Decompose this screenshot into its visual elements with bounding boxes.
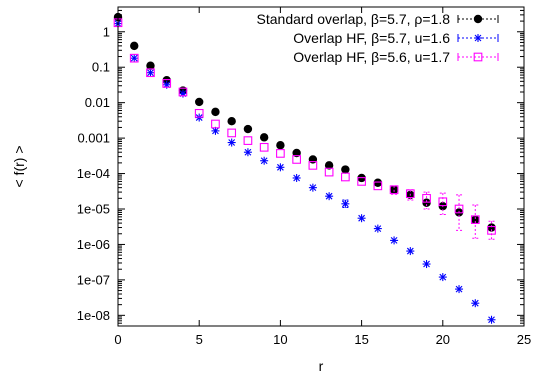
x-tick-label: 25	[517, 332, 531, 347]
y-tick-label: 0.001	[77, 131, 110, 146]
data-point	[211, 119, 220, 129]
legend-label: Standard overlap, β=5.7, ρ=1.8	[257, 11, 451, 27]
data-point	[243, 124, 253, 134]
data-point	[308, 161, 318, 170]
data-point	[438, 197, 448, 207]
data-point	[325, 192, 334, 201]
legend-entry-1: Standard overlap, β=5.7, ρ=1.8	[257, 11, 499, 27]
plot-frame	[117, 6, 525, 327]
data-point	[373, 178, 383, 187]
data-point	[357, 214, 366, 223]
data-point	[308, 155, 318, 164]
series-3	[113, 18, 496, 240]
legend-entry-3: Overlap HF, β=5.6, u=1.7	[293, 49, 499, 65]
data-point	[308, 183, 317, 192]
data-point	[438, 273, 447, 282]
legend-marker	[473, 14, 483, 24]
data-point	[129, 53, 139, 63]
data-point	[389, 185, 399, 195]
data-point	[130, 54, 139, 63]
data-point	[470, 215, 480, 225]
data-point	[487, 225, 496, 235]
error-bar	[423, 191, 430, 210]
legend-label: Overlap HF, β=5.6, u=1.7	[293, 49, 450, 65]
data-point	[422, 193, 431, 203]
y-tick-label: 1e-07	[77, 272, 110, 287]
data-point	[405, 189, 415, 199]
data-point	[243, 148, 252, 157]
x-axis-label: r	[319, 358, 324, 374]
x-tick-label: 20	[436, 332, 450, 347]
data-point	[260, 156, 269, 165]
legend-label: Overlap HF, β=5.7, u=1.6	[293, 30, 450, 46]
data-point	[162, 79, 172, 88]
error-bar	[488, 220, 495, 240]
y-axis-label: < f(r) >	[11, 145, 27, 187]
data-point	[130, 41, 139, 51]
y-tick-label: 1e-04	[77, 166, 110, 181]
data-point	[454, 204, 464, 214]
data-point	[341, 199, 350, 208]
data-point	[471, 215, 480, 224]
data-point	[487, 223, 496, 232]
data-point	[243, 136, 253, 145]
y-tick-label: 1e-08	[77, 308, 110, 323]
data-point	[341, 172, 350, 182]
x-tick-label: 0	[114, 332, 121, 347]
data-point	[292, 155, 301, 164]
data-point	[389, 185, 399, 194]
data-point	[211, 126, 220, 135]
error-bar	[439, 192, 446, 215]
data-point	[422, 260, 431, 269]
legend-entry-2: Overlap HF, β=5.7, u=1.6	[293, 30, 499, 46]
x-tick-label: 5	[196, 332, 203, 347]
data-point	[227, 116, 236, 126]
legend: Standard overlap, β=5.7, ρ=1.8 Overlap HF…	[257, 11, 499, 65]
data-point	[324, 167, 334, 177]
error-bar	[472, 204, 479, 239]
data-point	[195, 97, 204, 107]
data-point	[211, 107, 220, 117]
data-point	[406, 247, 415, 256]
data-point	[146, 61, 155, 70]
legend-marker	[473, 52, 483, 62]
data-point	[178, 87, 188, 97]
x-tick-label: 10	[273, 332, 287, 347]
data-point	[357, 177, 366, 186]
data-point	[276, 141, 285, 150]
data-point	[146, 68, 155, 77]
data-point	[422, 198, 431, 207]
data-point	[471, 299, 480, 308]
data-point	[341, 165, 350, 174]
legend-marker	[474, 34, 482, 42]
data-point	[227, 128, 237, 138]
data-point	[487, 315, 496, 324]
data-point	[455, 285, 464, 294]
data-point	[178, 89, 187, 98]
series-2	[114, 19, 496, 324]
data-point	[276, 163, 285, 172]
y-tick-label: 1e-05	[77, 201, 110, 216]
data-series	[113, 12, 496, 324]
data-point	[390, 236, 399, 245]
data-point	[146, 68, 155, 78]
data-point	[292, 173, 301, 182]
y-tick-label: 1e-06	[77, 237, 110, 252]
tick-labels: 0 5 10 15 20 25 1 0.1 0.01 0.001 1e-04 1e-05 1e-06 1e…	[77, 24, 531, 347]
data-point	[324, 161, 334, 170]
data-point	[259, 142, 269, 152]
data-point	[194, 108, 204, 118]
x-tick-label: 15	[354, 332, 368, 347]
data-point	[259, 133, 269, 142]
data-point	[373, 181, 383, 191]
data-point	[276, 149, 285, 158]
data-point	[227, 138, 236, 147]
y-tick-label: 0.01	[85, 95, 110, 110]
tick-marks	[117, 6, 525, 327]
y-tick-label: 0.1	[92, 60, 110, 75]
y-tick-label: 1	[103, 24, 110, 39]
data-point	[373, 224, 382, 233]
